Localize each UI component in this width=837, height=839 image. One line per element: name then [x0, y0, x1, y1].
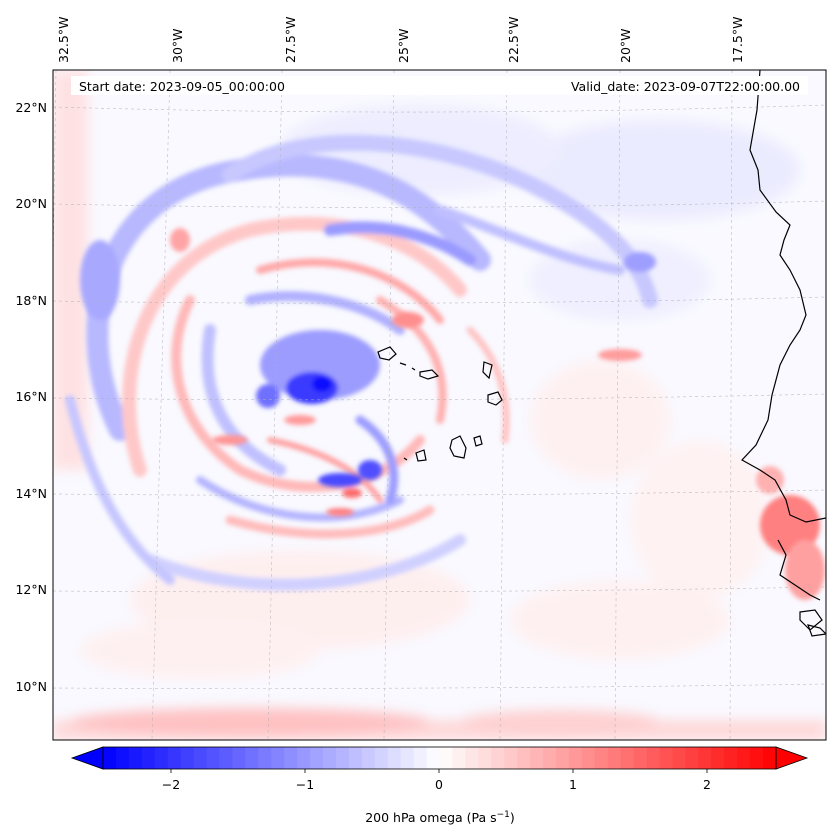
colorbar-swatch [141, 747, 156, 769]
colorbar-swatch [400, 747, 415, 769]
colorbar-swatch [465, 747, 479, 769]
colorbar-swatch [310, 747, 324, 769]
colorbar-swatch [672, 747, 686, 769]
colorbar-swatch [568, 747, 583, 769]
colorbar-swatch [737, 747, 751, 769]
colorbar-frame [102, 746, 777, 770]
colorbar-extend-max [775, 746, 809, 770]
lon-tick-label: 25°W [396, 28, 411, 63]
colorbar-swatch [581, 747, 596, 769]
colorbar-swatch [620, 747, 635, 769]
colorbar-swatch [750, 747, 764, 769]
colorbar-tick-label: 1 [569, 777, 577, 792]
colorbar-swatch [426, 747, 441, 769]
colorbar-swatch [284, 747, 298, 769]
lon-tick-label: 30°W [170, 28, 185, 63]
lat-tick-label: 22°N [15, 100, 47, 115]
colorbar-swatch [103, 747, 117, 769]
colorbar-swatch [763, 747, 777, 769]
lon-tick-label: 27.5°W [283, 17, 298, 63]
colorbar-swatch [219, 747, 234, 769]
lon-axis: 32.5°W 30°W 27.5°W 25°W 22.5°W 20°W 17.5… [56, 17, 745, 63]
colorbar-swatch [555, 747, 570, 769]
lon-tick-label: 17.5°W [730, 17, 745, 63]
colorbar-label: 200 hPa omega (Pa s−1) [365, 810, 515, 825]
lat-tick-label: 16°N [15, 389, 47, 404]
colorbar-swatch [115, 747, 130, 769]
colorbar-swatch [491, 747, 505, 769]
colorbar-swatch [271, 747, 285, 769]
map-frame [52, 69, 827, 741]
lat-tick-label: 20°N [15, 196, 47, 211]
colorbar-swatch [361, 747, 376, 769]
lat-tick-label: 12°N [15, 582, 47, 597]
colorbar-ticks [170, 769, 708, 773]
colorbar-swatch [607, 747, 622, 769]
lon-tick-label: 32.5°W [56, 17, 71, 63]
colorbar-tick-label: −2 [162, 777, 180, 792]
colorbar-extend-min [70, 746, 104, 770]
colorbar-swatch [646, 747, 661, 769]
colorbar-swatch [594, 747, 609, 769]
colorbar-swatch [323, 747, 337, 769]
africa-coastline [741, 70, 826, 523]
colorbar-swatch [154, 747, 169, 769]
colorbar-swatch [232, 747, 246, 769]
colorbar-tick-label: 2 [703, 777, 711, 792]
colorbar-swatch [348, 747, 363, 769]
valid-date-label: Valid_date: 2023-09-07T22:00:00.00 [571, 79, 800, 94]
lat-axis: 22°N 20°N 18°N 16°N 14°N 12°N 10°N [15, 100, 47, 694]
colorbar-swatch [698, 747, 712, 769]
colorbar-swatch [633, 747, 648, 769]
colorbar-swatch [439, 747, 454, 769]
colorbar-swatch [167, 747, 182, 769]
colorbar-swatch [659, 747, 674, 769]
colorbar-swatch [504, 747, 518, 769]
gridlines [53, 70, 826, 740]
colorbar-tick-label: 0 [435, 777, 443, 792]
colorbar-swatch [413, 747, 428, 769]
colorbar-swatch [724, 747, 738, 769]
colorbar-swatch [374, 747, 389, 769]
colorbar-swatch [335, 747, 350, 769]
colorbar-swatch [206, 747, 221, 769]
start-date-label: Start date: 2023-09-05_00:00:00 [79, 79, 285, 94]
colorbar-swatch [297, 747, 311, 769]
lon-tick-label: 22.5°W [506, 17, 521, 63]
lat-tick-label: 14°N [15, 486, 47, 501]
colorbar-swatch [543, 747, 557, 769]
colorbar-swatch [258, 747, 272, 769]
colorbar-swatch [128, 747, 143, 769]
colorbar-swatch [530, 747, 544, 769]
map-area[interactable]: Start date: 2023-09-05_00:00:00 Valid_da… [46, 69, 827, 741]
colorbar-swatch [452, 747, 466, 769]
coastlines [741, 70, 826, 637]
colorbar-swatch [180, 747, 195, 769]
cabo-verde-islands [377, 346, 503, 462]
colorbar-tick-label: −1 [296, 777, 314, 792]
lon-tick-label: 20°W [618, 28, 633, 63]
colorbar-swatch [245, 747, 259, 769]
colorbar-swatch [517, 747, 531, 769]
lat-tick-label: 18°N [15, 293, 47, 308]
colorbar-swatch [193, 747, 208, 769]
colorbar-swatch [685, 747, 699, 769]
colorbar: −2 −1 0 1 2 200 hPa omega (Pa s−1) [70, 746, 809, 825]
colorbar-swatch [711, 747, 725, 769]
omega-field [53, 70, 826, 740]
colorbar-swatch [478, 747, 492, 769]
colorbar-swatch [387, 747, 402, 769]
lat-tick-label: 10°N [15, 679, 47, 694]
colorbar-swatches [103, 747, 777, 769]
info-banner [71, 76, 808, 95]
